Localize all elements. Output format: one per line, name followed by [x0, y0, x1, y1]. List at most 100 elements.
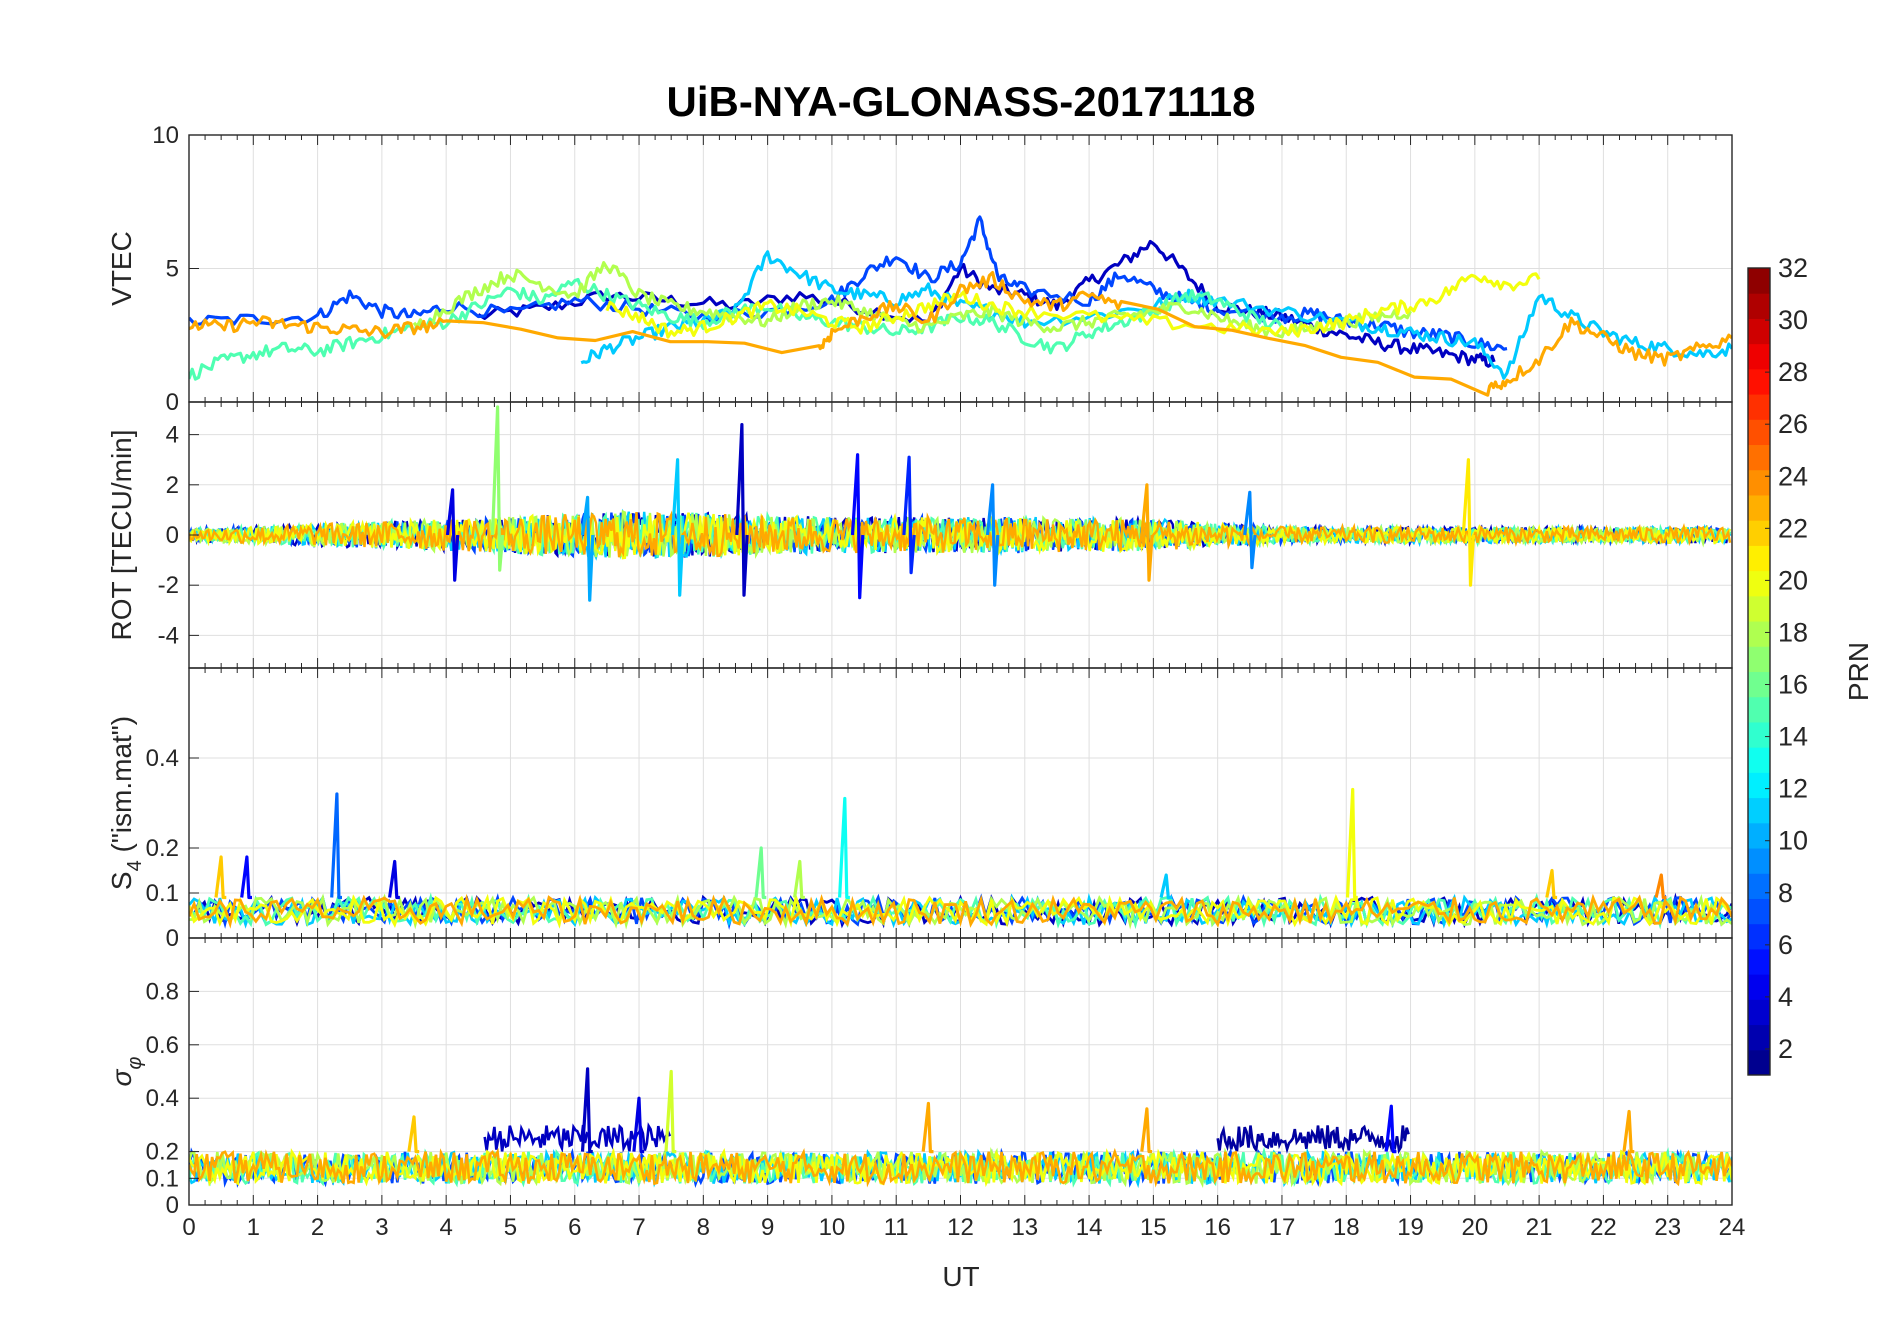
colorbar-tick-label: 18 — [1778, 617, 1808, 647]
plot-area-s4 — [189, 787, 1732, 930]
colorbar-segment — [1748, 646, 1770, 672]
y-tick-label: 0.4 — [146, 745, 179, 772]
x-tick-label: 1 — [247, 1214, 260, 1241]
chart-title: UiB-NYA-GLONASS-20171118 — [666, 78, 1255, 125]
spike-rot-prn-23 — [1140, 483, 1154, 582]
colorbar-tick-label: 2 — [1778, 1034, 1793, 1064]
y-tick-label: 0 — [166, 389, 179, 416]
x-tick-label: 14 — [1076, 1214, 1103, 1241]
spike-s4-prn-11 — [1159, 873, 1172, 900]
spike-sigma_phi-prn-5 — [1384, 1104, 1397, 1154]
colorbar-segment — [1748, 343, 1770, 370]
s4-series-prn-20 — [189, 892, 1732, 929]
colorbar-segment — [1748, 394, 1770, 420]
x-tick-label: 15 — [1140, 1214, 1167, 1241]
y-axis-label-vtec: VTEC — [106, 231, 137, 306]
colorbar-segment — [1748, 772, 1770, 799]
spike-rot-prn-9 — [985, 483, 1000, 587]
panel-vtec: 0 5 10 VTEC — [106, 122, 1733, 416]
colorbar-segment — [1748, 721, 1770, 748]
x-tick-label: 10 — [819, 1214, 846, 1241]
x-tick-label: 9 — [761, 1214, 774, 1241]
x-tick-label: 0 — [182, 1214, 195, 1241]
spike-s4-prn-18 — [793, 859, 805, 900]
sigma-series-prn-18 — [189, 1147, 1732, 1188]
spike-rot-prn-4 — [445, 488, 460, 582]
colorbar-segment — [1748, 797, 1770, 824]
spike-s4-prn-4 — [388, 859, 400, 900]
y-tick-label: 4 — [166, 422, 179, 449]
spike-rot-prn-21 — [1461, 458, 1476, 587]
colorbar-segment — [1748, 898, 1770, 925]
y-axis-label-sigma_phi: σφ — [106, 1057, 146, 1087]
y-tick-label: 0.2 — [146, 1139, 179, 1166]
spike-s4-prn-20 — [1345, 787, 1358, 900]
colorbar-segment — [1748, 368, 1770, 395]
spike-sigma_phi-prn-23 — [921, 1101, 934, 1154]
colorbar-tick-label: 30 — [1778, 305, 1808, 335]
vtec-series-prn-15 — [189, 277, 1284, 381]
x-tick-label: 24 — [1719, 1214, 1746, 1241]
y-tick-label: -2 — [158, 572, 179, 599]
s4-series-prn-18 — [189, 893, 1732, 930]
x-tick-label: 4 — [439, 1214, 452, 1241]
spike-rot-prn-9 — [1243, 490, 1257, 570]
x-tick-label: 7 — [632, 1214, 645, 1241]
y-tick-label: 2 — [166, 472, 179, 499]
colorbar-box — [1747, 267, 1771, 1076]
colorbar-tick-label: 14 — [1778, 722, 1808, 752]
colorbar-segment — [1748, 1049, 1770, 1076]
x-tick-label: 20 — [1461, 1214, 1488, 1241]
panel-rot: -4 -2 0 2 4 ROT [TECU/min] — [106, 401, 1733, 669]
x-tick-label: 16 — [1204, 1214, 1231, 1241]
ylabel-rest: ("ism.mat") — [106, 716, 137, 860]
s4-series-prn-23 — [189, 893, 1732, 929]
colorbar-segment — [1748, 1024, 1770, 1051]
sigma-series-prn-23 — [189, 1147, 1732, 1188]
y-tick-label: 0.1 — [146, 1165, 179, 1192]
colorbar-segment — [1748, 999, 1770, 1026]
spike-s4-prn-5 — [240, 855, 252, 900]
x-tick-label: 17 — [1269, 1214, 1296, 1241]
colorbar-segment — [1748, 570, 1770, 597]
colorbar-segment — [1748, 444, 1770, 471]
y-tick-label: 0.4 — [146, 1085, 179, 1112]
x-tick-label: 19 — [1397, 1214, 1424, 1241]
colorbar-segment — [1748, 873, 1770, 899]
colorbar-tick-label: 26 — [1778, 409, 1808, 439]
x-tick-label: 22 — [1590, 1214, 1617, 1241]
y-axis-label-rot: ROT [TECU/min] — [106, 429, 137, 640]
colorbar-tick-label: 12 — [1778, 774, 1808, 804]
y-axis-label-s4: S4 ("ism.mat") — [106, 716, 146, 890]
ylabel-main: σ — [106, 1068, 137, 1086]
colorbar-tick-label: 6 — [1778, 930, 1793, 960]
colorbar-segment — [1748, 494, 1770, 521]
colorbar-segment — [1748, 595, 1770, 622]
ylabel-subscript: φ — [124, 1057, 146, 1070]
y-tick-label: 0.8 — [146, 978, 179, 1005]
x-tick-label: 23 — [1654, 1214, 1681, 1241]
colorbar-tick-label: 20 — [1778, 565, 1808, 595]
x-tick-label: 8 — [697, 1214, 710, 1241]
x-tick-label: 13 — [1011, 1214, 1038, 1241]
colorbar-segment — [1748, 822, 1770, 849]
y-tick-label: 0.2 — [146, 835, 179, 862]
spike-sigma_phi-prn-4 — [632, 1096, 645, 1154]
x-tick-label: 2 — [311, 1214, 324, 1241]
spike-rot-prn-10 — [580, 495, 595, 602]
spike-s4-prn-22 — [214, 855, 227, 900]
x-tick-label: 11 — [884, 1214, 909, 1241]
colorbar-segment — [1748, 268, 1770, 294]
colorbar-label: PRN — [1843, 642, 1874, 701]
colorbar-segment — [1748, 848, 1770, 874]
spike-s4-prn-22 — [1545, 868, 1558, 900]
colorbar-segment — [1748, 293, 1770, 319]
colorbar-tick-label: 28 — [1778, 357, 1808, 387]
x-axis-label: UT — [942, 1261, 979, 1292]
spike-sigma_phi-prn-3 — [580, 1067, 593, 1154]
spike-rot-prn-6 — [902, 455, 916, 575]
spike-rot-prn-17 — [490, 405, 505, 572]
